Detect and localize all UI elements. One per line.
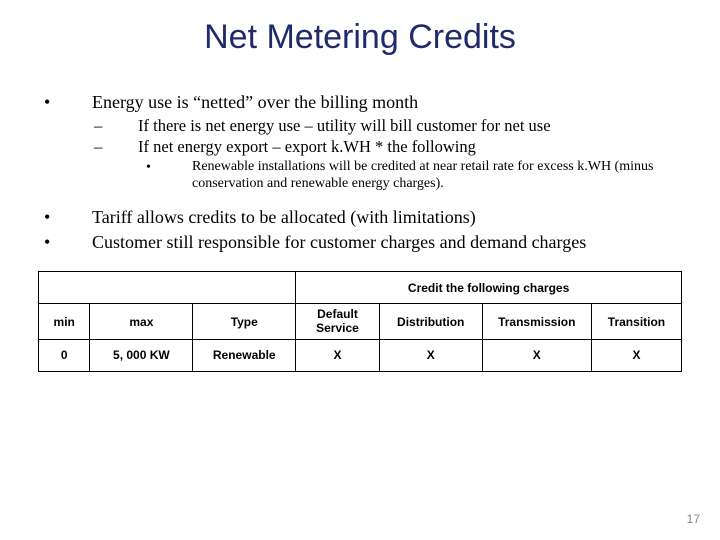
table-row: 0 5, 000 KW Renewable X X X X <box>39 339 682 371</box>
bullet-text: Tariff allows credits to be allocated (w… <box>92 206 682 229</box>
col-transmission: Transmission <box>482 304 591 339</box>
bullet-marker: • <box>38 206 92 229</box>
bullet-marker: • <box>38 231 92 254</box>
bullet-level3: • Renewable installations will be credit… <box>138 159 682 193</box>
credits-table: Credit the following charges min max Typ… <box>38 271 682 371</box>
credits-table-wrap: Credit the following charges min max Typ… <box>38 271 682 371</box>
bullet-text: If there is net energy use – utility wil… <box>138 116 682 137</box>
bullet-marker: • <box>138 159 192 193</box>
cell-min: 0 <box>39 339 90 371</box>
table-empty-span <box>39 272 296 304</box>
col-max: max <box>90 304 193 339</box>
col-min: min <box>39 304 90 339</box>
bullet-level1: • Energy use is “netted” over the billin… <box>38 91 682 114</box>
bullet-text: Energy use is “netted” over the billing … <box>92 91 682 114</box>
cell-type: Renewable <box>193 339 296 371</box>
bullet-level1: • Tariff allows credits to be allocated … <box>38 206 682 229</box>
cell-max: 5, 000 KW <box>90 339 193 371</box>
bullet-list: • Energy use is “netted” over the billin… <box>38 91 682 253</box>
slide-title: Net Metering Credits <box>38 18 682 57</box>
bullet-text: Renewable installations will be credited… <box>192 159 682 193</box>
dash-marker: – <box>92 137 138 158</box>
cell-default: X <box>296 339 380 371</box>
bullet-text: If net energy export – export k.WH * the… <box>138 137 682 158</box>
bullet-level2: – If there is net energy use – utility w… <box>92 116 682 137</box>
cell-transmission: X <box>482 339 591 371</box>
bullet-level1: • Customer still responsible for custome… <box>38 231 682 254</box>
cell-distribution: X <box>379 339 482 371</box>
col-type: Type <box>193 304 296 339</box>
col-transition: Transition <box>591 304 681 339</box>
bullet-text: Customer still responsible for customer … <box>92 231 682 254</box>
slide: Net Metering Credits • Energy use is “ne… <box>0 0 720 540</box>
col-distribution: Distribution <box>379 304 482 339</box>
col-default: Default Service <box>296 304 380 339</box>
bullet-level2: – If net energy export – export k.WH * t… <box>92 137 682 158</box>
bullet-marker: • <box>38 91 92 114</box>
table-header-row: min max Type Default Service Distributio… <box>39 304 682 339</box>
table-span-row: Credit the following charges <box>39 272 682 304</box>
cell-transition: X <box>591 339 681 371</box>
table-span-header: Credit the following charges <box>296 272 682 304</box>
dash-marker: – <box>92 116 138 137</box>
page-number: 17 <box>687 512 700 526</box>
